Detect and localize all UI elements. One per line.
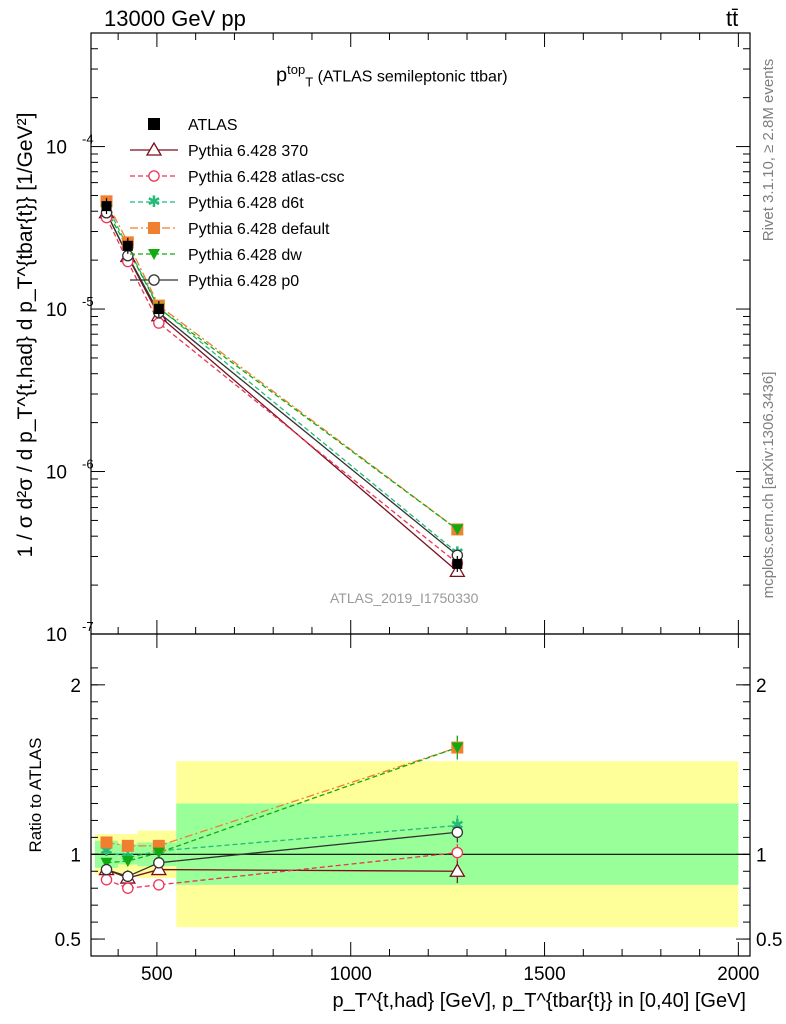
legend-label-0: ATLAS — [188, 117, 238, 134]
series-line-main-3 — [105, 201, 458, 530]
series-line-main-0 — [105, 212, 458, 572]
legend-marker-2 — [148, 170, 160, 182]
x-axis-title: p_T^{t,had} [GeV], p_T^{tbar{t}} in [0,4… — [332, 990, 747, 1012]
legend-label-3: Pythia 6.428 d6t — [188, 195, 304, 212]
y-tick-exp-1: -6 — [82, 457, 94, 472]
x-tick-label-1: 1000 — [330, 964, 372, 985]
series-point-ratio-5-1 — [122, 870, 134, 883]
series-point-main-1-2 — [153, 317, 165, 329]
series-line-main-4 — [105, 209, 458, 530]
legend-label-4: Pythia 6.428 default — [188, 221, 330, 238]
series-point-ratio-4-1 — [121, 856, 134, 868]
series-line-ratio-4 — [106, 746, 458, 864]
legend-label-2: Pythia 6.428 atlas-csc — [188, 169, 345, 186]
series-line-ratio-1 — [106, 851, 458, 889]
reference-point-2 — [153, 304, 164, 315]
series-point-ratio-5-2 — [153, 857, 165, 869]
uncertainty-bands — [91, 761, 750, 928]
series-point-ratio-5-3 — [451, 826, 464, 839]
series-point-ratio-0-2 — [150, 861, 167, 876]
y-tick-exp-3: -4 — [82, 132, 94, 147]
series-point-ratio-1-2 — [153, 879, 165, 891]
ratio-tick-label-2: 2 — [70, 676, 81, 697]
ratio-tick-label-right-2: 2 — [756, 676, 767, 697]
series-point-ratio-1-3 — [451, 846, 464, 859]
series-line-ratio-5 — [106, 831, 458, 878]
mcplots-label: mcplots.cern.ch [arXiv:1306.3436] — [760, 371, 777, 599]
ratio-tick-label-right-1: 1 — [756, 845, 767, 866]
series-point-ratio-0-3 — [449, 862, 466, 877]
x-tick-label-3: 2000 — [717, 964, 759, 985]
y-tick-label-3: 10 — [46, 138, 67, 159]
y-tick-label-2: 10 — [46, 300, 67, 321]
legend-marker-4 — [148, 222, 160, 234]
legend-label-1: Pythia 6.428 370 — [188, 143, 308, 160]
reference-point-0 — [101, 201, 112, 212]
legend-marker-1 — [145, 141, 163, 156]
legend-marker-0 — [148, 118, 160, 130]
series-point-ratio-4-2 — [152, 847, 165, 859]
y-tick-exp-2: -5 — [82, 294, 94, 309]
plot-title: ptopT (ATLAS semileptonic ttbar) — [276, 62, 508, 90]
series-line-main-2 — [105, 204, 458, 554]
series-markers: ✱✱✱✱✱✱✱✱ — [98, 195, 466, 894]
legend-marker-6 — [148, 274, 160, 286]
series-point-ratio-4-3 — [451, 742, 464, 754]
reference-point-3 — [452, 558, 463, 569]
series-point-ratio-3-0 — [100, 836, 113, 849]
series-line-main-1 — [105, 217, 458, 564]
legend-marker-3: ✱ — [147, 192, 160, 211]
x-tick-label-0: 500 — [141, 964, 173, 985]
plot-title-sub: T — [305, 74, 314, 90]
series-point-ratio-3-1 — [121, 839, 134, 852]
ratio-y-axis-title: Ratio to ATLAS — [26, 737, 45, 853]
series-point-ratio-5-0 — [100, 863, 113, 876]
axis-labels: 500 1000 1500 2000 10 -7 10 -6 10 -5 10 -4 0.5 0.5 1 1 2… — [46, 132, 783, 985]
legend: ATLAS Pythia 6.428 370 Pythia 6.428 atlas-… — [130, 117, 345, 290]
series-line-ratio-2 — [106, 824, 458, 859]
ratio-panel-frame — [90, 633, 751, 957]
legend-label-6: Pythia 6.428 p0 — [188, 273, 299, 290]
ratio-tick-label-0: 0.5 — [55, 930, 81, 951]
ratio-tick-label-1: 1 — [70, 845, 81, 866]
ratio-tick-label-right-0: 0.5 — [756, 930, 782, 951]
process-label: tt̄ — [726, 6, 739, 31]
series-line-ratio-0 — [106, 868, 458, 879]
x-tick-label-2: 1500 — [523, 964, 565, 985]
series-point-main-4-3 — [451, 524, 464, 536]
plot-title-main: p — [276, 64, 288, 87]
y-tick-label-1: 10 — [46, 463, 67, 484]
rivet-label: Rivet 3.1.10, ≥ 2.8M events — [760, 58, 777, 242]
plot-title-sup: top — [287, 62, 306, 77]
legend-marker-5 — [148, 249, 160, 260]
series-line-main-5 — [105, 212, 458, 556]
series-point-ratio-4-0 — [100, 857, 113, 869]
y-tick-label-0: 10 — [46, 625, 67, 646]
y-axis-title: 1 / σ d²σ / d p_T^{t,had} d p_T^{tbar{t}… — [14, 112, 37, 558]
analysis-label: ATLAS_2019_I1750330 — [330, 590, 479, 606]
y-tick-exp-0: -7 — [82, 619, 94, 634]
series-line-ratio-3 — [106, 746, 458, 847]
series-lines — [105, 201, 458, 892]
plot-frames — [90, 32, 751, 957]
legend-label-5: Pythia 6.428 dw — [188, 247, 302, 264]
series-point-ratio-1-1 — [122, 882, 134, 894]
plot-title-suffix: (ATLAS semileptonic ttbar) — [313, 68, 508, 86]
series-point-ratio-1-0 — [100, 873, 113, 886]
reference-point-1 — [122, 240, 133, 251]
energy-label: 13000 GeV pp — [104, 6, 246, 31]
